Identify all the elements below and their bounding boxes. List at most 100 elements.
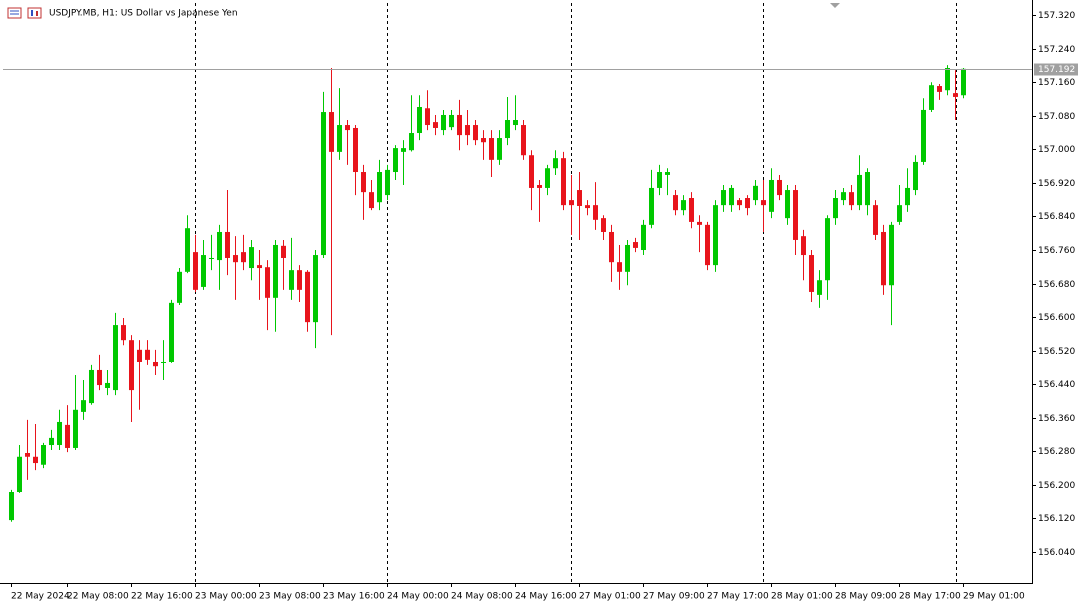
candle-body — [113, 325, 118, 391]
candle-body — [57, 421, 62, 446]
candle-body — [257, 265, 262, 269]
candle-body — [513, 120, 518, 126]
candle-body — [953, 93, 958, 97]
candle-body — [265, 267, 270, 298]
candle-body — [145, 349, 150, 360]
candle-body — [753, 185, 758, 201]
candle-body — [193, 252, 198, 290]
candle-body — [785, 190, 790, 219]
candle-body — [137, 349, 142, 362]
y-tick-label: 157.320 — [1038, 11, 1075, 21]
y-tick-label: 156.440 — [1038, 380, 1075, 390]
x-tick-label: 24 May 16:00 — [515, 592, 577, 602]
candle-body — [817, 280, 822, 295]
candle-body — [65, 424, 70, 448]
x-tick-label: 22 May 16:00 — [131, 592, 193, 602]
candle-body — [225, 231, 230, 258]
candle-body — [153, 361, 158, 367]
y-tick-label: 157.240 — [1038, 45, 1075, 55]
candle-body — [537, 185, 542, 188]
candle-body — [369, 192, 374, 209]
candle-body — [329, 112, 334, 152]
candle-body — [433, 122, 438, 128]
candle-body — [649, 187, 654, 225]
candle-body — [49, 437, 54, 446]
icon — [7, 7, 22, 19]
candle-body — [697, 221, 702, 225]
candle-body — [529, 155, 534, 188]
icon — [31, 10, 33, 16]
candle-body — [545, 168, 550, 188]
candle-body — [937, 86, 942, 92]
candle-body — [385, 169, 390, 196]
x-tick-label: 23 May 16:00 — [323, 592, 385, 602]
y-tick-label: 156.920 — [1038, 179, 1075, 189]
y-tick-label: 156.760 — [1038, 246, 1075, 256]
y-tick-label: 157.000 — [1038, 145, 1075, 155]
candle-body — [713, 205, 718, 266]
candle-body — [961, 68, 966, 96]
candle-body — [793, 190, 798, 240]
candle-body — [297, 270, 302, 290]
candle-body — [33, 456, 38, 464]
y-tick-label: 156.520 — [1038, 347, 1075, 357]
x-tick-label: 27 May 17:00 — [707, 592, 769, 602]
candle-body — [769, 179, 774, 212]
candle-body — [481, 138, 486, 143]
candle-body — [177, 271, 182, 303]
candle-body — [913, 161, 918, 191]
candle-body — [929, 85, 934, 110]
candle-body — [337, 125, 342, 152]
candle-body — [25, 452, 30, 457]
candle-body — [761, 200, 766, 206]
candle-body — [553, 158, 558, 169]
symbol-icons — [7, 7, 42, 19]
y-tick-label: 156.040 — [1038, 548, 1075, 558]
candles — [9, 65, 966, 522]
candle-body — [585, 205, 590, 209]
y-tick-label: 156.360 — [1038, 414, 1075, 424]
candle-body — [209, 257, 214, 259]
candle-body — [873, 205, 878, 235]
candle-body — [737, 200, 742, 206]
plot-frame — [0, 0, 1033, 584]
candle-body — [409, 133, 414, 151]
y-tick-label: 156.600 — [1038, 313, 1075, 323]
candle-body — [561, 158, 566, 206]
candle-body — [449, 114, 454, 128]
x-tick-label: 22 May 08:00 — [67, 592, 129, 602]
chart-title: USDJPY.MB, H1: US Dollar vs Japanese Yen — [49, 9, 238, 19]
candle-body — [393, 148, 398, 173]
x-tick-label: 24 May 08:00 — [451, 592, 513, 602]
candle-body — [273, 244, 278, 298]
candle-body — [185, 228, 190, 272]
x-tick-label: 27 May 01:00 — [579, 592, 641, 602]
candle-body — [345, 125, 350, 131]
candle-body — [473, 125, 478, 141]
candle-body — [425, 108, 430, 126]
x-tick-label: 22 May 2024 — [11, 592, 70, 602]
candle-body — [593, 205, 598, 220]
x-tick-label: 23 May 08:00 — [259, 592, 321, 602]
candle-body — [641, 224, 646, 251]
shift-marker — [830, 3, 840, 8]
candle-body — [689, 198, 694, 222]
candle-body — [9, 491, 14, 521]
y-tick-label: 156.120 — [1038, 514, 1075, 524]
x-tick-label: 28 May 01:00 — [771, 592, 833, 602]
candle-body — [745, 198, 750, 209]
candle-body — [377, 172, 382, 203]
candle-body — [161, 361, 166, 363]
candle-body — [241, 252, 246, 263]
y-tick-label: 156.200 — [1038, 481, 1075, 491]
candle-body — [305, 271, 310, 323]
candle-body — [313, 255, 318, 323]
candle-body — [129, 340, 134, 391]
candle-body — [97, 369, 102, 386]
candle-body — [833, 198, 838, 219]
x-tick-label: 27 May 09:00 — [643, 592, 705, 602]
candle-body — [489, 138, 494, 160]
candle-body — [417, 107, 422, 134]
